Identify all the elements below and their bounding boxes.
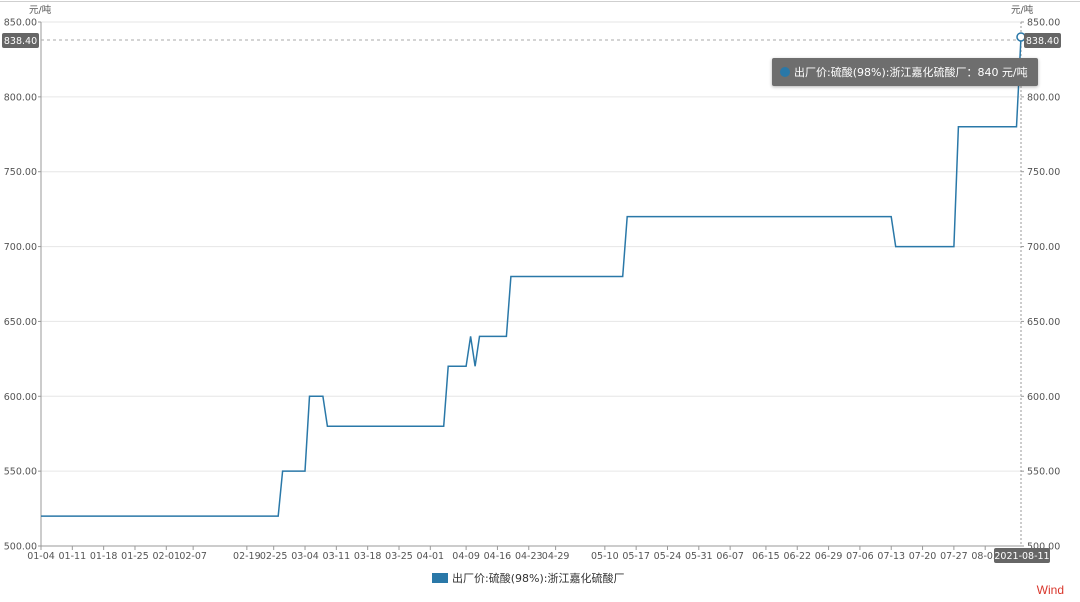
y-tick-label-right: 850.00 [1027, 18, 1060, 29]
x-tick-label: 07-13 [877, 551, 905, 562]
x-tick-label: 07-06 [846, 551, 874, 562]
y-tick-label-right: 700.00 [1027, 242, 1060, 253]
y-tick-label-right: 600.00 [1027, 392, 1060, 403]
y-tick-label-right: 800.00 [1027, 92, 1060, 103]
wind-logo: Wind [1036, 583, 1064, 597]
x-tick-label: 03-04 [291, 551, 319, 562]
x-tick-label: 01-18 [90, 551, 118, 562]
axes [40, 22, 1022, 547]
legend-swatch [432, 573, 448, 583]
x-tick-label: 04-16 [484, 551, 512, 562]
x-tick-label: 08-03 [971, 551, 999, 562]
tooltip-text: 出厂价:硫酸(98%):浙江嘉化硫酸厂：840 元/吨 [794, 66, 1028, 79]
y-tick-label-right: 650.00 [1027, 317, 1060, 328]
x-tick-label: 05-17 [622, 551, 650, 562]
x-tick-label: 05-31 [685, 551, 713, 562]
x-tick-label: 06-29 [815, 551, 843, 562]
y-tick-label-left: 600.00 [4, 392, 37, 403]
y-tick-label-left: 800.00 [4, 92, 37, 103]
y-tick-label-left: 650.00 [4, 317, 37, 328]
cursor-value-badge-left: 838.40 [2, 33, 39, 48]
y-tick-label-left: 700.00 [4, 242, 37, 253]
y-tick-label-right: 550.00 [1027, 467, 1060, 478]
cursor-date-badge: 2021-08-11 [994, 548, 1050, 563]
x-ticks: 01-04 01-11 01-18 01-25 02-01 02-07 02-19 02-25… [27, 546, 999, 562]
cursor-value-badge-right: 838.40 [1024, 33, 1061, 48]
x-tick-label: 01-04 [27, 551, 55, 562]
cursor-marker [1016, 32, 1026, 42]
x-tick-label: 05-24 [654, 551, 682, 562]
series-line [41, 36, 1022, 517]
y-ticks-right: 500.00 550.00 600.00 650.00 700.00 750.00 800.… [1021, 18, 1060, 553]
x-tick-label: 06-22 [783, 551, 811, 562]
x-tick-label: 04-23 [515, 551, 543, 562]
y-tick-label-left: 500.00 [4, 542, 37, 553]
x-tick-label: 02-19 [233, 551, 261, 562]
y-axis-unit-right: 元/吨 [1011, 4, 1034, 16]
cursor-value-right: 838.40 [1026, 36, 1059, 47]
x-tick-label: 07-27 [940, 551, 968, 562]
cursor-date-label: 2021-08-11 [994, 551, 1049, 562]
y-tick-label-right: 750.00 [1027, 167, 1060, 178]
x-tick-label: 07-20 [909, 551, 937, 562]
y-tick-label-left: 750.00 [4, 167, 37, 178]
x-tick-label: 06-15 [752, 551, 780, 562]
x-tick-label: 01-11 [59, 551, 87, 562]
x-tick-label: 02-01 [152, 551, 180, 562]
x-tick-label: 03-11 [323, 551, 351, 562]
x-tick-label: 01-25 [121, 551, 149, 562]
gridlines [41, 21, 1021, 472]
x-tick-label: 03-18 [354, 551, 382, 562]
y-axis-unit-left: 元/吨 [29, 4, 52, 16]
legend-label: 出厂价:硫酸(98%):浙江嘉化硫酸厂 [452, 572, 625, 585]
data-tooltip: 出厂价:硫酸(98%):浙江嘉化硫酸厂：840 元/吨 [772, 58, 1038, 86]
series-dot-icon [780, 67, 790, 77]
y-tick-label-left: 850.00 [4, 18, 37, 29]
x-tick-label: 03-25 [385, 551, 413, 562]
x-tick-label: 04-01 [417, 551, 445, 562]
cursor-value-left: 838.40 [4, 36, 37, 47]
y-tick-label-right: 500.00 [1027, 542, 1060, 553]
x-tick-label: 04-09 [452, 551, 480, 562]
y-ticks-left: 500.00 550.00 600.00 650.00 700.00 750.00 800.… [4, 18, 41, 553]
x-tick-label: 02-25 [260, 551, 288, 562]
x-tick-label: 04-29 [542, 551, 570, 562]
legend[interactable]: 出厂价:硫酸(98%):浙江嘉化硫酸厂 [432, 570, 624, 586]
x-tick-label: 02-07 [179, 551, 207, 562]
x-tick-label: 05-10 [591, 551, 619, 562]
y-tick-label-left: 550.00 [4, 467, 37, 478]
x-tick-label: 06-07 [716, 551, 744, 562]
